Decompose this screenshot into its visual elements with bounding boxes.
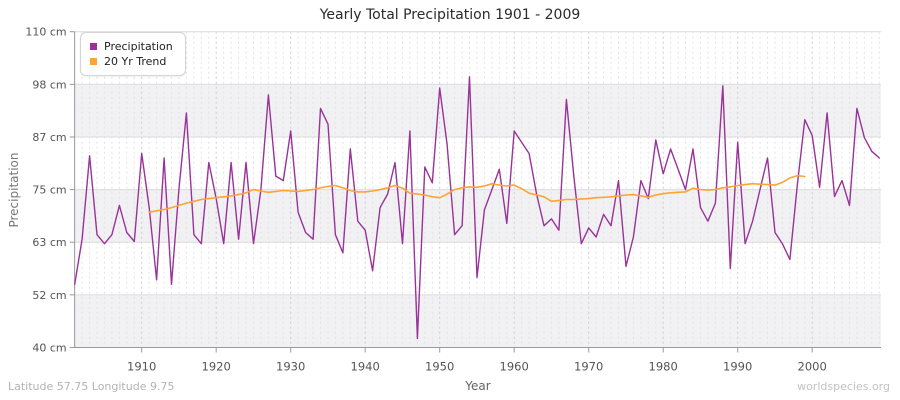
y-tick-label: 87 cm <box>32 131 66 144</box>
legend-item-20-yr-trend: 20 Yr Trend <box>90 55 173 68</box>
chart-title: Yearly Total Precipitation 1901 - 2009 <box>319 7 581 23</box>
legend-item-precipitation: Precipitation <box>90 40 173 53</box>
legend-label: 20 Yr Trend <box>104 55 167 68</box>
x-tick-label: 1920 <box>202 360 231 374</box>
trend-line <box>148 174 806 213</box>
legend-swatch <box>90 58 97 65</box>
y-axis-title: Precipitation <box>7 152 21 228</box>
legend: Precipitation 20 Yr Trend <box>80 32 186 76</box>
footer-lat-long: Latitude 57.75 Longitude 9.75 <box>8 380 175 393</box>
y-tick-label: 98 cm <box>32 78 66 91</box>
x-tick-label: 1950 <box>425 360 454 374</box>
y-tick-label: 110 cm <box>25 26 66 39</box>
x-tick-label: 1940 <box>351 360 380 374</box>
x-tick-label: 1960 <box>500 360 529 374</box>
precipitation-line <box>73 76 880 340</box>
y-tick-label: 63 cm <box>32 236 66 249</box>
x-tick-label: 1910 <box>127 360 156 374</box>
x-tick-label: 1930 <box>276 360 305 374</box>
x-tick-label: 1990 <box>723 360 752 374</box>
legend-label: Precipitation <box>104 40 173 53</box>
y-tick-label: 75 cm <box>32 184 66 197</box>
legend-swatch <box>90 43 97 50</box>
x-tick-label: 2000 <box>798 360 827 374</box>
x-tick-label: 1980 <box>649 360 678 374</box>
y-tick-label: 52 cm <box>32 289 66 302</box>
y-tick-label: 40 cm <box>32 342 66 355</box>
x-axis-title: Year <box>465 379 491 393</box>
watermark-link[interactable]: worldspecies.org <box>797 380 890 393</box>
x-tick-label: 1970 <box>574 360 603 374</box>
